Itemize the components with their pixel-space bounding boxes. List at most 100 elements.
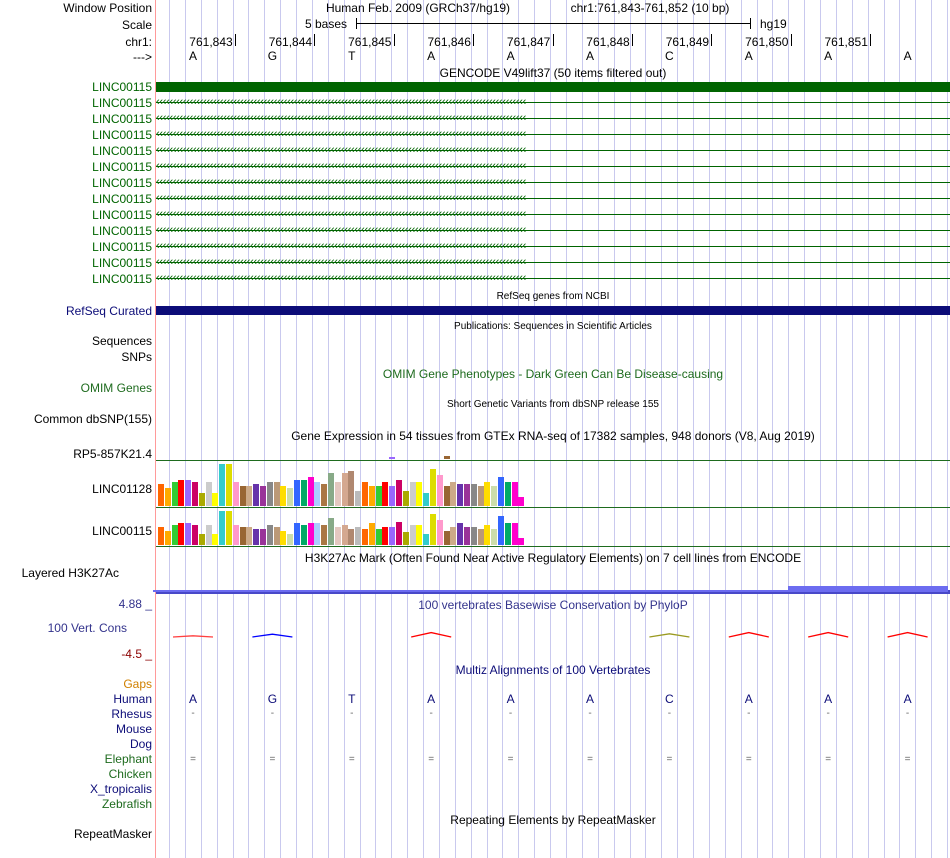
gtex-tissue-bar[interactable] (504, 482, 511, 506)
gtex-tissue-bar[interactable] (246, 527, 253, 545)
gtex-tissue-bar[interactable] (178, 480, 185, 506)
h3k27ac-bar[interactable] (232, 590, 312, 592)
gtex-tissue-bar[interactable] (443, 531, 450, 545)
gtex-tissue-bar[interactable] (253, 529, 260, 545)
gtex-tissue-bar[interactable] (178, 523, 185, 545)
gtex-tissue-bar[interactable] (185, 523, 192, 545)
species-label-elephant[interactable]: Elephant (104, 752, 152, 766)
gtex-tissue-bar[interactable] (212, 493, 219, 506)
gtex-tissue-bar[interactable] (158, 527, 164, 545)
gencode-transcript-line[interactable] (156, 150, 950, 151)
gtex-tissue-bar[interactable] (498, 516, 504, 545)
gtex-tissue-bar[interactable] (341, 473, 348, 506)
gencode-transcript-line[interactable] (156, 102, 950, 103)
snps-label[interactable]: SNPs (121, 350, 152, 364)
gtex-tissue-bar[interactable] (185, 480, 192, 506)
gtex-tissue-bar[interactable] (457, 523, 464, 545)
gencode-transcript-label[interactable]: LINC00115 (92, 208, 152, 222)
gtex-tissue-bar[interactable] (280, 486, 287, 506)
gtex-tissue-bar[interactable] (484, 482, 491, 506)
strand-arrow-label[interactable]: ---> (133, 50, 152, 64)
gencode-transcript-label[interactable]: LINC00115 (92, 144, 152, 158)
track-display-area[interactable]: Human Feb. 2009 (GRCh37/hg19) chr1:761,8… (153, 0, 950, 858)
gtex-tissue-bar[interactable] (443, 456, 450, 459)
gtex-tissue-bar[interactable] (375, 529, 382, 545)
species-label-zebrafish[interactable]: Zebrafish (101, 797, 152, 811)
gtex-tissue-bar[interactable] (226, 464, 232, 506)
species-label-human[interactable]: Human (113, 692, 152, 706)
gtex-tissue-bar[interactable] (402, 532, 409, 545)
phylop-conservation-plot[interactable] (156, 620, 950, 660)
gtex-tissue-bar[interactable] (212, 534, 219, 545)
gencode-transcript-line[interactable] (156, 182, 950, 183)
gtex-tissue-bar[interactable] (198, 534, 205, 545)
gtex-tissue-bar[interactable] (205, 482, 212, 506)
gtex-tissue-bar[interactable] (498, 477, 504, 506)
gtex-tissue-bar[interactable] (266, 482, 273, 506)
gtex-tissue-bar[interactable] (491, 529, 498, 545)
gtex-tissue-bar[interactable] (504, 523, 511, 545)
gtex-tissue-bar[interactable] (164, 531, 171, 545)
window-position-label[interactable]: Window Position (63, 1, 152, 15)
h3k27ac-bar[interactable] (312, 590, 392, 592)
gtex-tissue-bar[interactable] (348, 529, 355, 545)
gtex-tissue-bar[interactable] (450, 482, 457, 506)
gtex-tissue-bar[interactable] (464, 484, 470, 506)
gtex-tissue-bar[interactable] (205, 525, 212, 545)
h3k27ac-bar[interactable] (629, 590, 709, 592)
gtex-tissue-bar[interactable] (198, 493, 205, 506)
gtex-tissue-bar[interactable] (307, 523, 314, 545)
gencode-transcript-label[interactable]: LINC00115 (92, 256, 152, 270)
gtex-tissue-bar[interactable] (341, 525, 348, 545)
h3k27ac-bar[interactable] (868, 586, 948, 592)
gtex-tissue-bar[interactable] (382, 527, 389, 545)
gtex-tissue-bar[interactable] (464, 527, 470, 545)
gtex-tissue-bar[interactable] (246, 486, 253, 506)
gtex-tissue-bar[interactable] (328, 518, 334, 545)
gencode-transcript-label[interactable]: LINC00115 (92, 160, 152, 174)
gtex-tissue-bar[interactable] (300, 525, 307, 545)
gtex-tissue-bar[interactable] (192, 482, 198, 506)
omim-genes-label[interactable]: OMIM Genes (80, 381, 152, 395)
gencode-transcript-label[interactable]: LINC00115 (92, 80, 152, 94)
gtex-tissue-bar[interactable] (450, 527, 457, 545)
h3k27ac-bar[interactable] (153, 590, 233, 592)
gtex-tissue-bar[interactable] (518, 538, 525, 545)
gaps-label[interactable]: Gaps (123, 677, 152, 691)
gtex-tissue-bar[interactable] (355, 527, 362, 545)
sequences-label[interactable]: Sequences (91, 334, 152, 348)
gtex-tissue-bar[interactable] (239, 486, 246, 506)
gtex-tissue-bar[interactable] (368, 523, 375, 545)
gtex-tissue-bar[interactable] (192, 525, 198, 545)
gencode-transcript-label[interactable]: LINC00115 (92, 192, 152, 206)
gtex-tissue-bar[interactable] (423, 493, 430, 506)
gtex-tissue-bar[interactable] (219, 511, 226, 545)
gtex-tissue-bar[interactable] (328, 473, 334, 506)
gtex-tissue-bar[interactable] (171, 525, 178, 545)
gtex-tissue-bar[interactable] (511, 482, 518, 506)
gtex-tissue-bar[interactable] (470, 484, 477, 506)
gtex-tissue-bar[interactable] (430, 514, 436, 545)
gencode-transcript-line[interactable] (156, 230, 950, 231)
gencode-transcript-line[interactable] (156, 262, 950, 263)
gtex-tissue-bar[interactable] (355, 491, 362, 506)
gencode-transcript-label[interactable]: LINC00115 (92, 240, 152, 254)
gtex-tissue-bar[interactable] (491, 486, 498, 506)
gtex-tissue-bar[interactable] (362, 529, 368, 545)
gencode-transcript-line[interactable] (156, 214, 950, 215)
gtex-tissue-bar[interactable] (307, 477, 314, 506)
gencode-transcript-line[interactable] (156, 278, 950, 279)
gtex-tissue-bar[interactable] (164, 488, 171, 506)
gtex-tissue-bar[interactable] (423, 534, 430, 545)
gtex-tissue-bar[interactable] (477, 529, 484, 545)
species-label-rhesus[interactable]: Rhesus (111, 707, 152, 721)
h3k27ac-bar[interactable] (788, 586, 868, 592)
layered-h3k27ac-label[interactable]: Layered H3K27Ac (21, 566, 119, 580)
repeatmasker-label[interactable]: RepeatMasker (73, 827, 152, 841)
gencode-transcript-line[interactable] (156, 246, 950, 247)
gtex-tissue-bar[interactable] (348, 471, 355, 506)
gencode-transcript-line[interactable] (156, 198, 950, 199)
gtex-tissue-bar[interactable] (219, 464, 226, 506)
gtex-tissue-bar[interactable] (294, 480, 300, 506)
gencode-transcript-line[interactable] (156, 166, 950, 167)
